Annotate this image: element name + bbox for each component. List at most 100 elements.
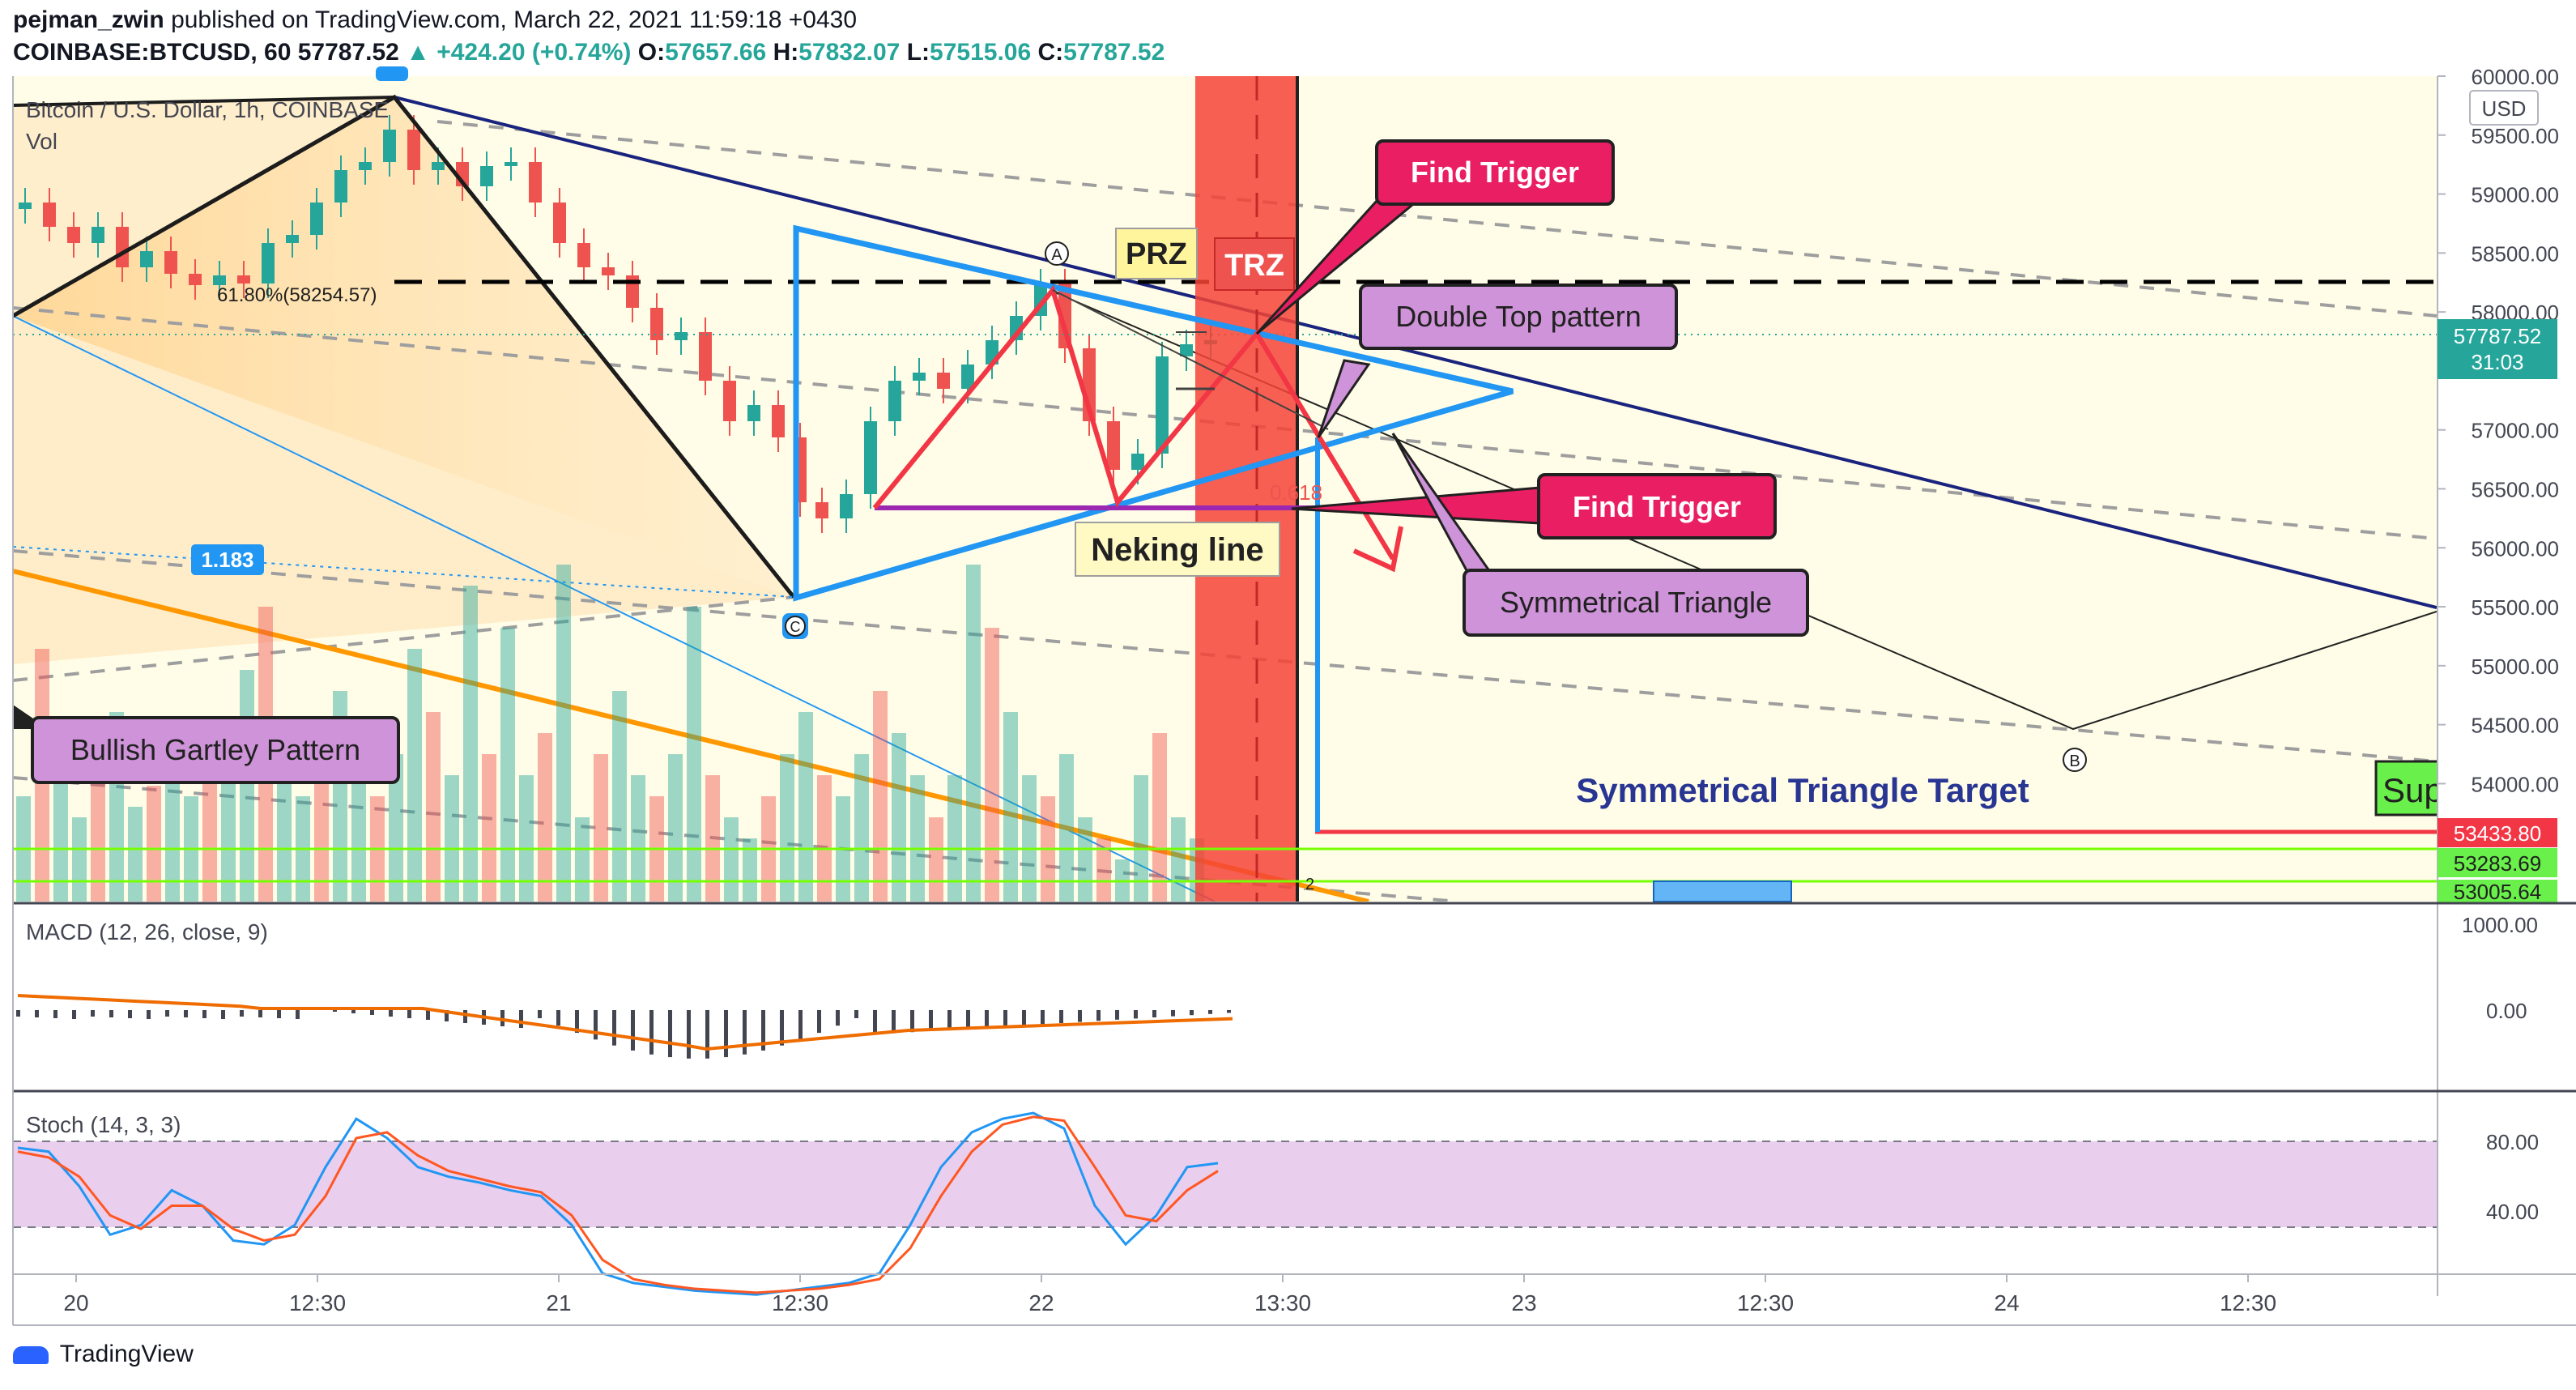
ohlc-line: COINBASE:BTCUSD, 60 57787.52 ▲ +424.20 (… xyxy=(13,39,1165,66)
projection-path xyxy=(1052,291,2437,731)
volume-bar xyxy=(631,775,645,902)
macd-hist-bar xyxy=(985,1010,989,1028)
candle-body xyxy=(675,332,688,340)
volume-bar xyxy=(1152,733,1167,902)
macd-hist-bar xyxy=(538,1010,542,1018)
candle-body xyxy=(262,243,275,284)
last-price-badge: 57787.52 31:03 xyxy=(2438,319,2557,379)
price-tick: 60000.00 xyxy=(2472,65,2559,89)
close-value: 57787.52 xyxy=(1063,39,1165,66)
price-axis[interactable]: 60000.0059500.0059000.0058500.0058000.00… xyxy=(2437,65,2576,1296)
svg-text:Symmetrical Triangle: Symmetrical Triangle xyxy=(1500,586,1772,619)
macd-hist-bar xyxy=(16,1010,20,1017)
stoch-tick-40: 40.00 xyxy=(2486,1200,2539,1224)
volume-bar xyxy=(575,817,590,902)
candle-body xyxy=(116,227,129,267)
svg-text:57787.52: 57787.52 xyxy=(2454,324,2541,348)
stoch-d-line xyxy=(17,1115,1219,1294)
volume-bar xyxy=(743,838,757,902)
volume-bar xyxy=(668,754,683,902)
double-top-callout[interactable]: Double Top pattern xyxy=(1359,284,1678,350)
macd-hist-bar xyxy=(668,1010,672,1058)
candle-body xyxy=(772,405,785,437)
svg-text:PRZ: PRZ xyxy=(1126,237,1187,271)
candle-body xyxy=(577,243,590,267)
candle-body xyxy=(383,130,396,162)
candle-body xyxy=(1131,454,1144,470)
point-b-marker: B xyxy=(2063,748,2087,772)
time-label: 21 xyxy=(546,1290,571,1315)
macd-hist-bar xyxy=(221,1010,225,1019)
volume-bar xyxy=(947,775,962,902)
volume-bar xyxy=(1134,775,1148,902)
candle-body xyxy=(164,251,177,274)
guide-line-1 xyxy=(1052,289,1329,430)
legend-vol: Vol xyxy=(26,129,57,154)
volume-bar xyxy=(500,628,515,902)
macd-hist-bar xyxy=(817,1010,821,1034)
time-label: 12:30 xyxy=(2220,1290,2276,1315)
volume-bar xyxy=(873,691,888,902)
svg-text:1.183: 1.183 xyxy=(201,548,253,572)
symmetrical-triangle xyxy=(793,224,1514,602)
footer-brand[interactable]: TradingView xyxy=(13,1341,194,1368)
fib-0618-label: 0.618 xyxy=(1270,480,1322,505)
time-label: 12:30 xyxy=(289,1290,346,1315)
author[interactable]: pejman_zwin xyxy=(13,6,164,33)
usd-badge[interactable]: USD xyxy=(2469,90,2539,126)
macd-plot xyxy=(16,994,1233,1059)
macd-pane[interactable] xyxy=(13,905,2437,1089)
prz-label-box[interactable]: PRZ xyxy=(1115,228,1198,279)
candle-body xyxy=(529,162,542,203)
volume-bar xyxy=(53,775,68,902)
sup-badge[interactable]: Sup xyxy=(2374,760,2443,817)
gartley-callout[interactable]: Bullish Gartley Pattern xyxy=(13,705,400,784)
thin-blue-line xyxy=(13,315,1216,902)
svg-text:Sup: Sup xyxy=(2382,771,2443,809)
volume-bars xyxy=(16,565,1204,902)
stoch-k-line xyxy=(17,1111,1219,1296)
candle-body xyxy=(237,275,250,284)
neckline-label[interactable]: Neking line xyxy=(1075,522,1280,577)
find-trigger-callout-bottom[interactable]: Find Trigger xyxy=(1291,473,1777,539)
svg-text:Find Trigger: Find Trigger xyxy=(1411,156,1579,189)
trz-label-box[interactable]: TRZ xyxy=(1214,237,1295,291)
gartley-shade-xab xyxy=(13,97,794,597)
price-tick: 56000.00 xyxy=(2472,536,2559,561)
macd-hist-bar xyxy=(1041,1010,1045,1025)
price-tick: 59000.00 xyxy=(2472,183,2559,207)
macd-hist-bar xyxy=(761,1010,765,1051)
navy-trend-line xyxy=(394,96,2437,609)
volume-bar xyxy=(1059,754,1074,902)
svg-text:Find Trigger: Find Trigger xyxy=(1573,490,1741,523)
svg-text:31:03: 31:03 xyxy=(2471,350,2523,374)
bottom-blue-stub xyxy=(1653,880,1792,902)
macd-hist-bar xyxy=(705,1010,709,1059)
macd-hist-bar xyxy=(1208,1010,1212,1014)
ratio-badge[interactable]: 1.183 xyxy=(191,544,264,575)
macd-hist-bar xyxy=(1190,1010,1194,1016)
volume-bar xyxy=(91,754,105,902)
volume-bar xyxy=(892,733,906,902)
candle-body xyxy=(359,162,372,170)
price-tick: 55000.00 xyxy=(2472,654,2559,679)
macd-tick-0: 0.00 xyxy=(2486,999,2527,1023)
symmetrical-triangle-callout[interactable]: Symmetrical Triangle xyxy=(1391,433,1809,637)
svg-text:Double Top pattern: Double Top pattern xyxy=(1395,300,1641,333)
candle-body xyxy=(602,267,615,275)
candle-body xyxy=(43,203,56,227)
find-trigger-callout-top[interactable]: Find Trigger xyxy=(1255,139,1615,335)
drawings-front xyxy=(13,76,2437,902)
macd-hist-bar xyxy=(147,1010,151,1019)
stoch-band xyxy=(13,1141,2437,1227)
double-top-zigzag xyxy=(872,284,1395,561)
candle-body xyxy=(553,203,566,243)
time-axis[interactable]: 20 12:30 21 12:30 22 13:30 23 12:30 24 12:30 xyxy=(63,1274,2276,1315)
level-green-badge-2: 53005.64 xyxy=(2438,880,2557,904)
candle-body xyxy=(286,235,299,243)
macd-hist-bar xyxy=(91,1010,95,1017)
macd-hist-bar xyxy=(1078,1010,1082,1022)
macd-hist-bar xyxy=(780,1010,784,1046)
macd-hist-bar xyxy=(649,1010,654,1055)
